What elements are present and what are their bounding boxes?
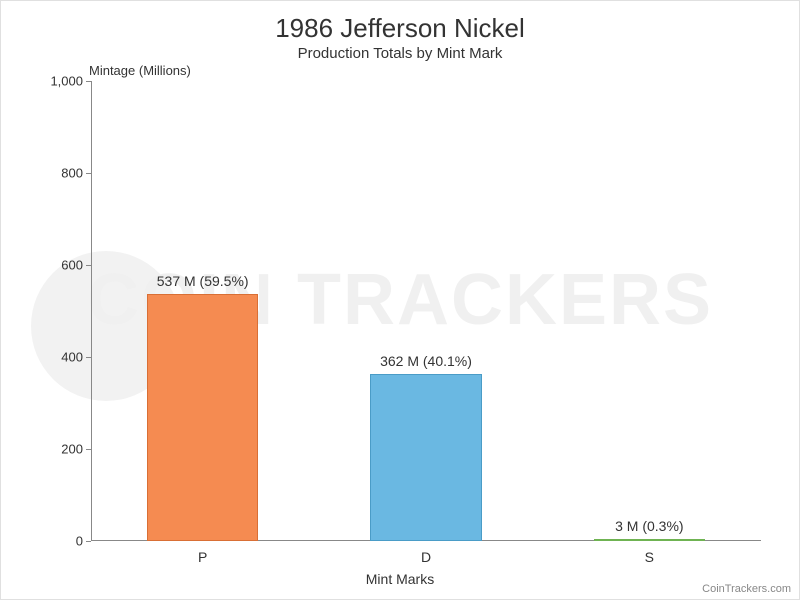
bar-value-label: 3 M (0.3%)	[615, 518, 683, 534]
y-tick-mark	[86, 265, 91, 266]
y-tick-label: 800	[61, 166, 83, 181]
y-tick-label: 400	[61, 350, 83, 365]
y-tick-label: 1,000	[50, 74, 83, 89]
x-tick-label: P	[198, 549, 207, 565]
chart-title: 1986 Jefferson Nickel	[1, 13, 799, 44]
plot-area: 02004006008001,000537 M (59.5%)P362 M (4…	[91, 81, 761, 541]
y-axis-label: Mintage (Millions)	[89, 63, 191, 78]
y-tick-mark	[86, 541, 91, 542]
y-axis-line	[91, 81, 92, 541]
y-tick-mark	[86, 81, 91, 82]
bar-D: 362 M (40.1%)	[370, 374, 482, 541]
y-tick-label: 0	[76, 534, 83, 549]
attribution-text: CoinTrackers.com	[702, 583, 791, 595]
bar-value-label: 362 M (40.1%)	[380, 353, 472, 369]
y-tick-mark	[86, 449, 91, 450]
x-tick-label: D	[421, 549, 431, 565]
chart-subtitle: Production Totals by Mint Mark	[1, 45, 799, 62]
chart-container: COIN TRACKERS 1986 Jefferson Nickel Prod…	[0, 0, 800, 600]
y-tick-mark	[86, 173, 91, 174]
x-axis-label: Mint Marks	[1, 571, 799, 587]
bar-P: 537 M (59.5%)	[147, 294, 259, 541]
bar-S: 3 M (0.3%)	[594, 539, 706, 541]
x-tick-label: S	[645, 549, 654, 565]
bar-value-label: 537 M (59.5%)	[157, 273, 249, 289]
y-tick-mark	[86, 357, 91, 358]
y-tick-label: 600	[61, 258, 83, 273]
y-tick-label: 200	[61, 442, 83, 457]
